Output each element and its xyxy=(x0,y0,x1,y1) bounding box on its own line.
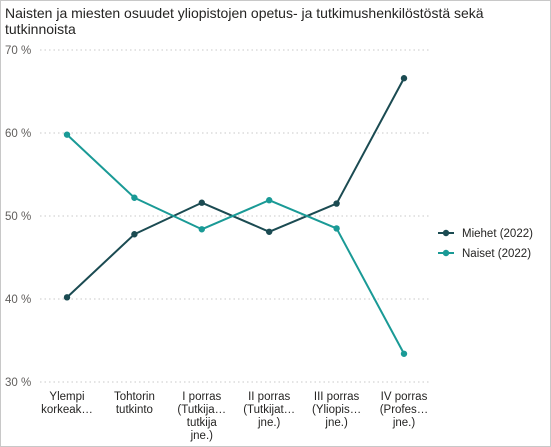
data-point-naiset[interactable] xyxy=(266,197,273,204)
chart-title: Naisten ja miesten osuudet yliopistojen … xyxy=(5,5,484,37)
data-point-naiset[interactable] xyxy=(333,225,340,232)
data-point-naiset[interactable] xyxy=(63,131,71,138)
x-axis-ticks: Ylempi korkeak… Tohtorin tutkinto I porras (T… xyxy=(41,391,428,442)
y-tick-label: 60 % xyxy=(5,128,31,140)
data-point-miehet[interactable] xyxy=(131,231,138,238)
legend-marker xyxy=(442,249,450,257)
y-tick-label: 40 % xyxy=(5,294,31,306)
x-tick-label: Tohtorin tutkinto xyxy=(114,391,155,416)
legend[interactable]: Miehet (2022) Naiset (2022) xyxy=(438,228,533,260)
x-tick-label: Ylempi korkeak… xyxy=(41,391,93,416)
data-point-miehet[interactable] xyxy=(333,200,340,207)
y-tick-label: 70 % xyxy=(5,45,31,57)
data-point-naiset[interactable] xyxy=(400,350,408,357)
series-line-naiset[interactable] xyxy=(66,133,405,355)
y-tick-label: 50 % xyxy=(5,211,31,223)
data-point-miehet[interactable] xyxy=(266,228,273,235)
x-tick-label: II porras (Tutkijat… jne.) xyxy=(243,391,295,429)
x-tick-label: I porras (Tutkija… tutkija jne.) xyxy=(177,391,226,442)
data-point-naiset[interactable] xyxy=(131,194,138,201)
x-tick-label: IV porras (Profes… jne.) xyxy=(380,391,429,429)
data-point-miehet[interactable] xyxy=(63,294,71,301)
data-point-naiset[interactable] xyxy=(198,226,205,233)
y-axis-ticks: 70 % 60 % 50 % 40 % 30 % xyxy=(5,45,31,389)
legend-label[interactable]: Miehet (2022) xyxy=(462,228,533,240)
x-tick-label: III porras (Yliopis… jne.) xyxy=(312,391,361,429)
y-tick-label: 30 % xyxy=(5,377,31,389)
legend-marker xyxy=(442,229,450,237)
data-point-miehet[interactable] xyxy=(198,199,205,206)
series-lines xyxy=(63,75,408,357)
series-line-miehet[interactable] xyxy=(66,77,405,299)
legend-label[interactable]: Naiset (2022) xyxy=(462,248,531,260)
data-point-miehet[interactable] xyxy=(400,75,408,82)
